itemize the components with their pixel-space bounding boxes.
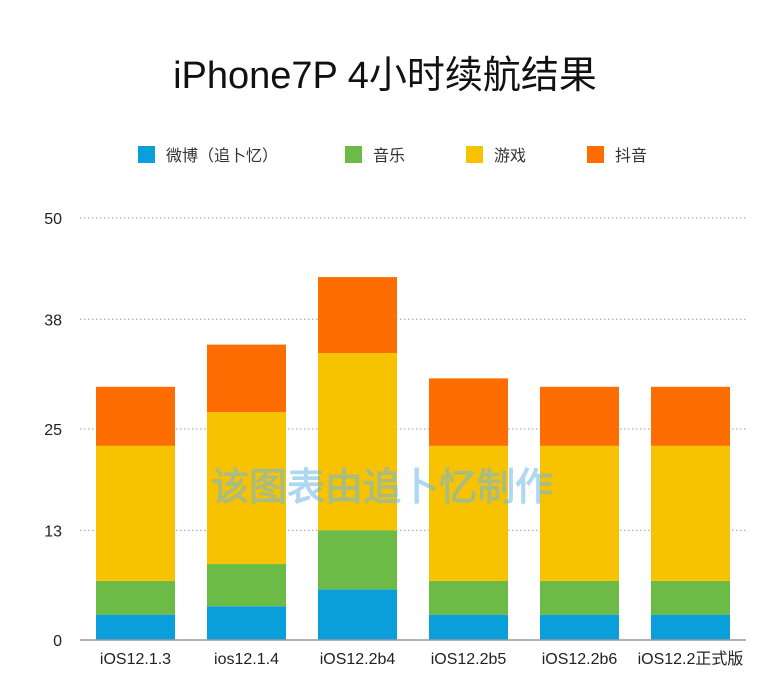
- x-category-label: iOS12.2b6: [542, 651, 618, 668]
- x-category-label: iOS12.1.3: [100, 651, 171, 668]
- bar-segment: [429, 580, 508, 615]
- bar-segment: [318, 589, 397, 640]
- bar-segment: [207, 412, 286, 565]
- bar-segment: [651, 614, 730, 640]
- bar-segment: [540, 614, 619, 640]
- x-category-label: iOS12.2b5: [431, 651, 507, 668]
- y-tick-label: 0: [53, 633, 62, 650]
- bar-segment: [207, 344, 286, 413]
- bar-segment: [540, 580, 619, 615]
- bar-segment: [429, 378, 508, 446]
- bar-segment: [318, 277, 397, 354]
- x-category-label: iOS12.2正式版: [638, 650, 744, 668]
- legend-swatch: [345, 146, 362, 163]
- x-category-label: iOS12.2b4: [320, 651, 396, 668]
- y-tick-label: 25: [44, 422, 62, 439]
- bar-segment: [318, 353, 397, 531]
- y-tick-label: 13: [44, 523, 62, 540]
- chart-title: iPhone7P 4小时续航结果: [173, 55, 597, 97]
- watermark-text: 该图表由追卜忆制作: [211, 467, 553, 509]
- bar-segment: [96, 445, 175, 581]
- bar-segment: [651, 445, 730, 581]
- bar-segment: [540, 445, 619, 581]
- legend-label: 音乐: [373, 147, 405, 165]
- x-category-label: ios12.1.4: [214, 651, 279, 668]
- x-axis-categories: iOS12.1.3 ios12.1.4 iOS12.2b4 iOS12.2b5 iOS1…: [100, 650, 743, 668]
- legend-label: 微博（追卜忆）: [166, 147, 278, 165]
- bar-segment: [429, 445, 508, 581]
- bar-segment: [96, 580, 175, 615]
- legend-swatch: [587, 146, 604, 163]
- bar-segment: [429, 614, 508, 640]
- bar-segment: [96, 614, 175, 640]
- bars: [96, 277, 730, 640]
- legend-label: 游戏: [494, 147, 526, 165]
- bar-segment: [96, 386, 175, 446]
- gridlines: [80, 217, 746, 531]
- bar-segment: [207, 606, 286, 640]
- bar-segment: [207, 564, 286, 607]
- legend-swatch: [138, 146, 155, 163]
- legend-swatch: [466, 146, 483, 163]
- y-axis-ticks: 0 13 25 38 50: [44, 211, 62, 650]
- y-tick-label: 50: [44, 211, 62, 228]
- bar-segment: [540, 386, 619, 446]
- bar-segment: [651, 580, 730, 615]
- legend: 微博（追卜忆） 音乐 游戏 抖音: [138, 146, 647, 165]
- bar-segment: [651, 386, 730, 446]
- bar-segment: [318, 530, 397, 590]
- y-tick-label: 38: [44, 312, 62, 329]
- legend-label: 抖音: [615, 147, 647, 165]
